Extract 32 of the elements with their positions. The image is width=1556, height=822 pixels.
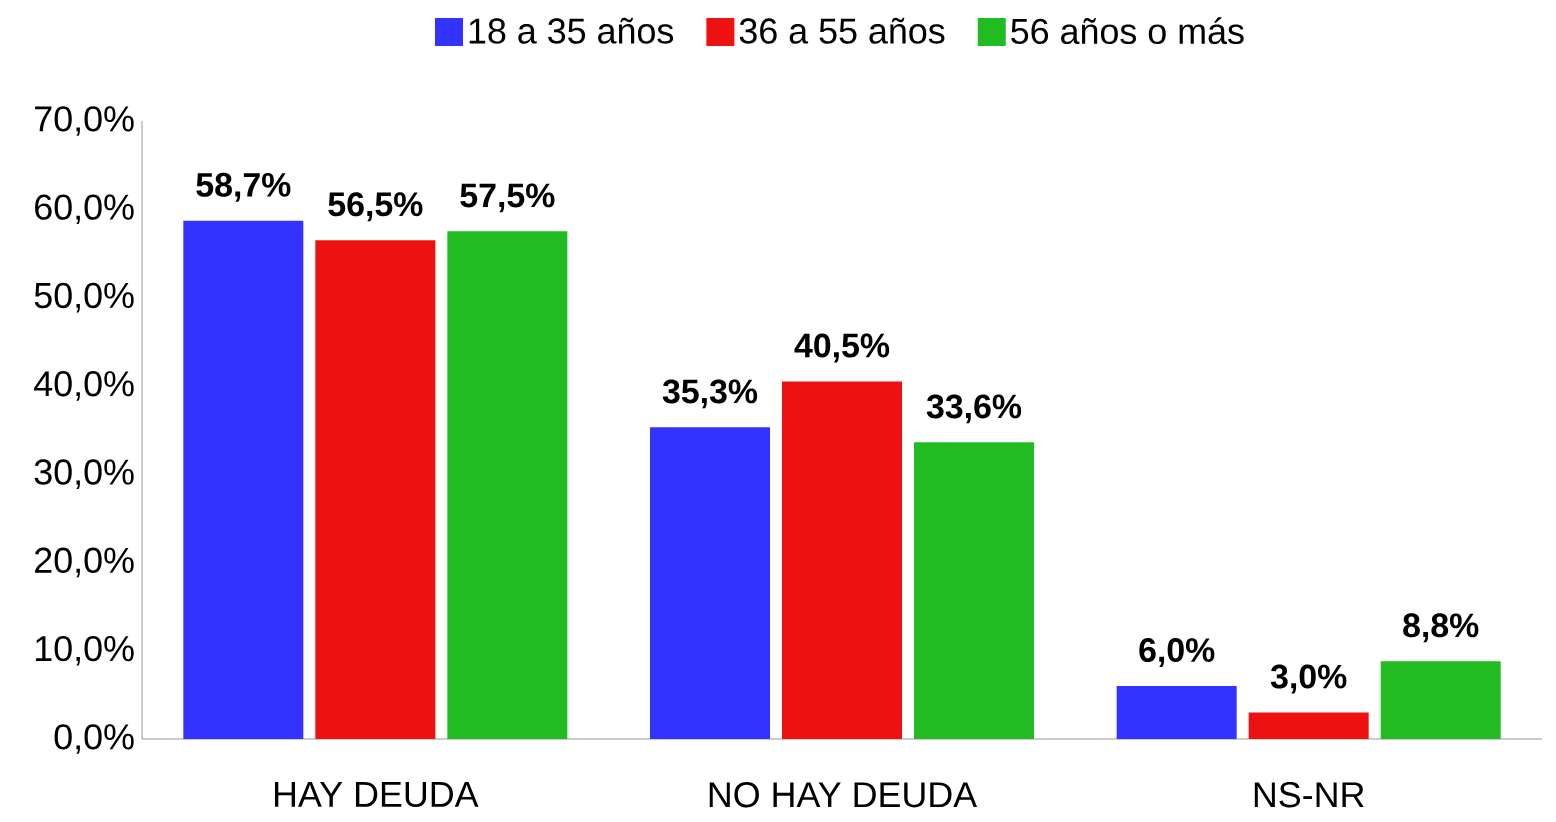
y-tick-label: 30,0% (34, 459, 134, 489)
y-tick-label: 40,0% (34, 371, 134, 401)
bar (1116, 686, 1237, 739)
y-tick-label: 70,0% (35, 106, 134, 136)
data-label: 3,0% (1270, 664, 1347, 694)
data-label: 56,5% (328, 192, 423, 222)
bar (1248, 712, 1369, 739)
legend-label: 18 a 35 años (469, 17, 674, 44)
y-tick-label: 20,0% (35, 547, 134, 578)
bar (914, 442, 1035, 739)
bar (183, 220, 304, 739)
data-label: 8,8% (1403, 613, 1479, 643)
data-label: 57,5% (460, 183, 555, 213)
y-tick-label: 0,0% (54, 724, 134, 754)
x-tick-label: HAY DEUDA (274, 782, 479, 808)
bar (782, 381, 903, 739)
legend-label: 36 a 55 años (739, 17, 945, 44)
bar (315, 240, 436, 739)
data-label: 6,0% (1139, 638, 1215, 667)
y-tick-label: 60,0% (35, 194, 134, 225)
data-label: 33,6% (926, 394, 1022, 424)
bar (650, 427, 771, 739)
bar (447, 231, 568, 739)
x-tick-label: NO HAY DEUDA (709, 782, 978, 808)
y-tick-label: 50,0% (34, 282, 134, 313)
data-label: 40,5% (794, 333, 890, 363)
data-label: 58,7% (196, 172, 291, 202)
bar (1380, 661, 1501, 739)
x-tick-label: NS-NR (1254, 782, 1364, 808)
data-label: 35,3% (662, 379, 758, 409)
y-tick-label: 10,0% (35, 635, 134, 666)
legend-label: 56 años o más (1011, 17, 1244, 45)
